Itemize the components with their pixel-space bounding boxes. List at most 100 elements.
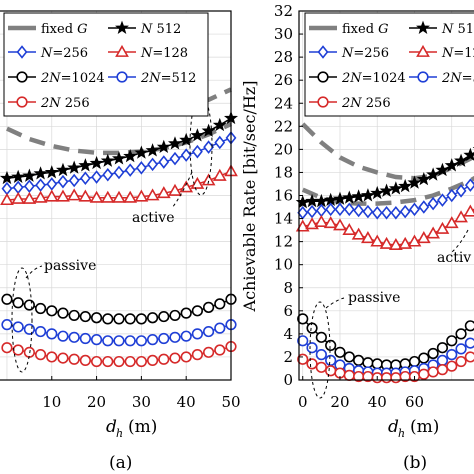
data-point-circle [353, 354, 365, 366]
data-point-star [179, 132, 194, 147]
legend-label: fixed G [342, 22, 389, 37]
data-point-diamond [297, 206, 309, 220]
data-point-triangle [33, 190, 48, 203]
legend-symbol-star [416, 20, 430, 34]
data-point-triangle [44, 189, 59, 202]
y-tick-label: 30 [274, 25, 293, 43]
data-point-star [111, 151, 126, 165]
data-point-circle [390, 372, 402, 384]
data-point-circle [79, 310, 91, 323]
x-ticks-b: 0 20 40 60 [298, 376, 424, 411]
data-point-diamond [102, 167, 114, 182]
data-point-star [407, 175, 422, 189]
data-point-triangle [426, 226, 440, 239]
data-point-diamond [91, 170, 103, 184]
data-point-circle [46, 328, 58, 340]
data-point-diamond [334, 202, 346, 217]
data-point-diamond [315, 203, 327, 218]
data-point-star [55, 162, 70, 177]
data-point-circle [124, 355, 136, 368]
legend-a: fixed G N 512 N=256 N=128 2N=1024 2N=512 2N 25… [3, 12, 209, 117]
data-point-diamond [46, 177, 58, 191]
data-point-circle [113, 335, 125, 347]
data-point-star [398, 178, 413, 193]
passive-leader [25, 265, 43, 279]
data-point-diamond [446, 188, 458, 203]
data-point-diamond [158, 155, 170, 169]
data-point-triangle [112, 190, 126, 203]
data-point-diamond [381, 206, 392, 220]
data-point-star [360, 188, 375, 202]
legend-label: 2N=5 [441, 71, 474, 86]
data-point-circle [464, 320, 474, 332]
x-tick-label: 20 [87, 393, 106, 411]
data-point-star [123, 148, 138, 163]
data-point-star [351, 189, 366, 203]
data-point-circle [23, 299, 35, 311]
data-point-circle [455, 355, 467, 368]
series-n-128 [295, 204, 474, 251]
plot-frame-a [0, 10, 232, 381]
legend-item: 2N=512 [108, 71, 196, 86]
legend-item: fixed G [309, 22, 389, 37]
data-point-star [78, 158, 93, 172]
legend-symbol-circle [116, 71, 128, 83]
data-point-circle [446, 360, 458, 372]
data-point-circle [408, 355, 421, 368]
data-point-circle [427, 366, 439, 378]
data-point-star [190, 128, 205, 142]
fixed-g-curve [301, 122, 474, 181]
data-point-triangle [67, 188, 82, 201]
data-point-circle [180, 351, 192, 363]
data-point-triangle [314, 214, 329, 227]
data-point-triangle [379, 236, 394, 249]
x-axis-label-b-unit: (m) [410, 417, 439, 437]
data-point-circle [135, 313, 147, 325]
legend-symbol-circle [317, 71, 329, 83]
data-point-triangle [388, 237, 403, 251]
data-point-circle [334, 346, 346, 358]
data-point-circle [427, 347, 439, 360]
legend-item: N=256 [8, 45, 88, 61]
data-point-circle [436, 354, 449, 366]
legend-symbol-star [115, 20, 129, 34]
data-point-star [435, 162, 450, 177]
data-point-star [67, 160, 82, 174]
data-point-triangle [156, 186, 171, 199]
legend-label: 2N=1024 [341, 71, 406, 86]
data-point-diamond [362, 204, 374, 219]
data-point-circle [46, 351, 58, 363]
legend-label: N=12 [441, 46, 474, 61]
legend-item: 2N 256 [309, 96, 391, 111]
legend-item: N=256 [309, 45, 389, 61]
data-point-circle [102, 355, 114, 368]
y-tick-label: 18 [274, 163, 293, 181]
legend-label: N 512 [140, 22, 181, 37]
data-point-diamond [464, 178, 474, 192]
data-point-diamond [306, 204, 318, 219]
data-point-circle [169, 331, 181, 343]
data-point-circle [113, 355, 125, 368]
data-point-circle [135, 355, 147, 368]
data-point-diamond [214, 135, 226, 150]
data-point-diamond [325, 202, 337, 217]
data-point-diamond [35, 178, 46, 192]
data-point-triangle [22, 191, 37, 204]
legend-symbol-circle [317, 96, 329, 108]
passive-leader [325, 297, 345, 309]
data-point-circle [102, 335, 114, 347]
legend-item: N 512 [108, 20, 181, 37]
data-point-circle [380, 372, 393, 384]
data-point-diamond [12, 180, 24, 195]
passive-label: passive [44, 258, 96, 274]
data-point-circle [362, 357, 374, 369]
legend-label: N 51 [441, 22, 474, 37]
y-tick-label: 22 [274, 117, 293, 135]
data-point-triangle [342, 222, 357, 236]
passive-label: passive [348, 290, 400, 306]
data-point-circle [297, 335, 309, 347]
data-point-star [416, 172, 431, 186]
data-point-star [426, 167, 441, 181]
